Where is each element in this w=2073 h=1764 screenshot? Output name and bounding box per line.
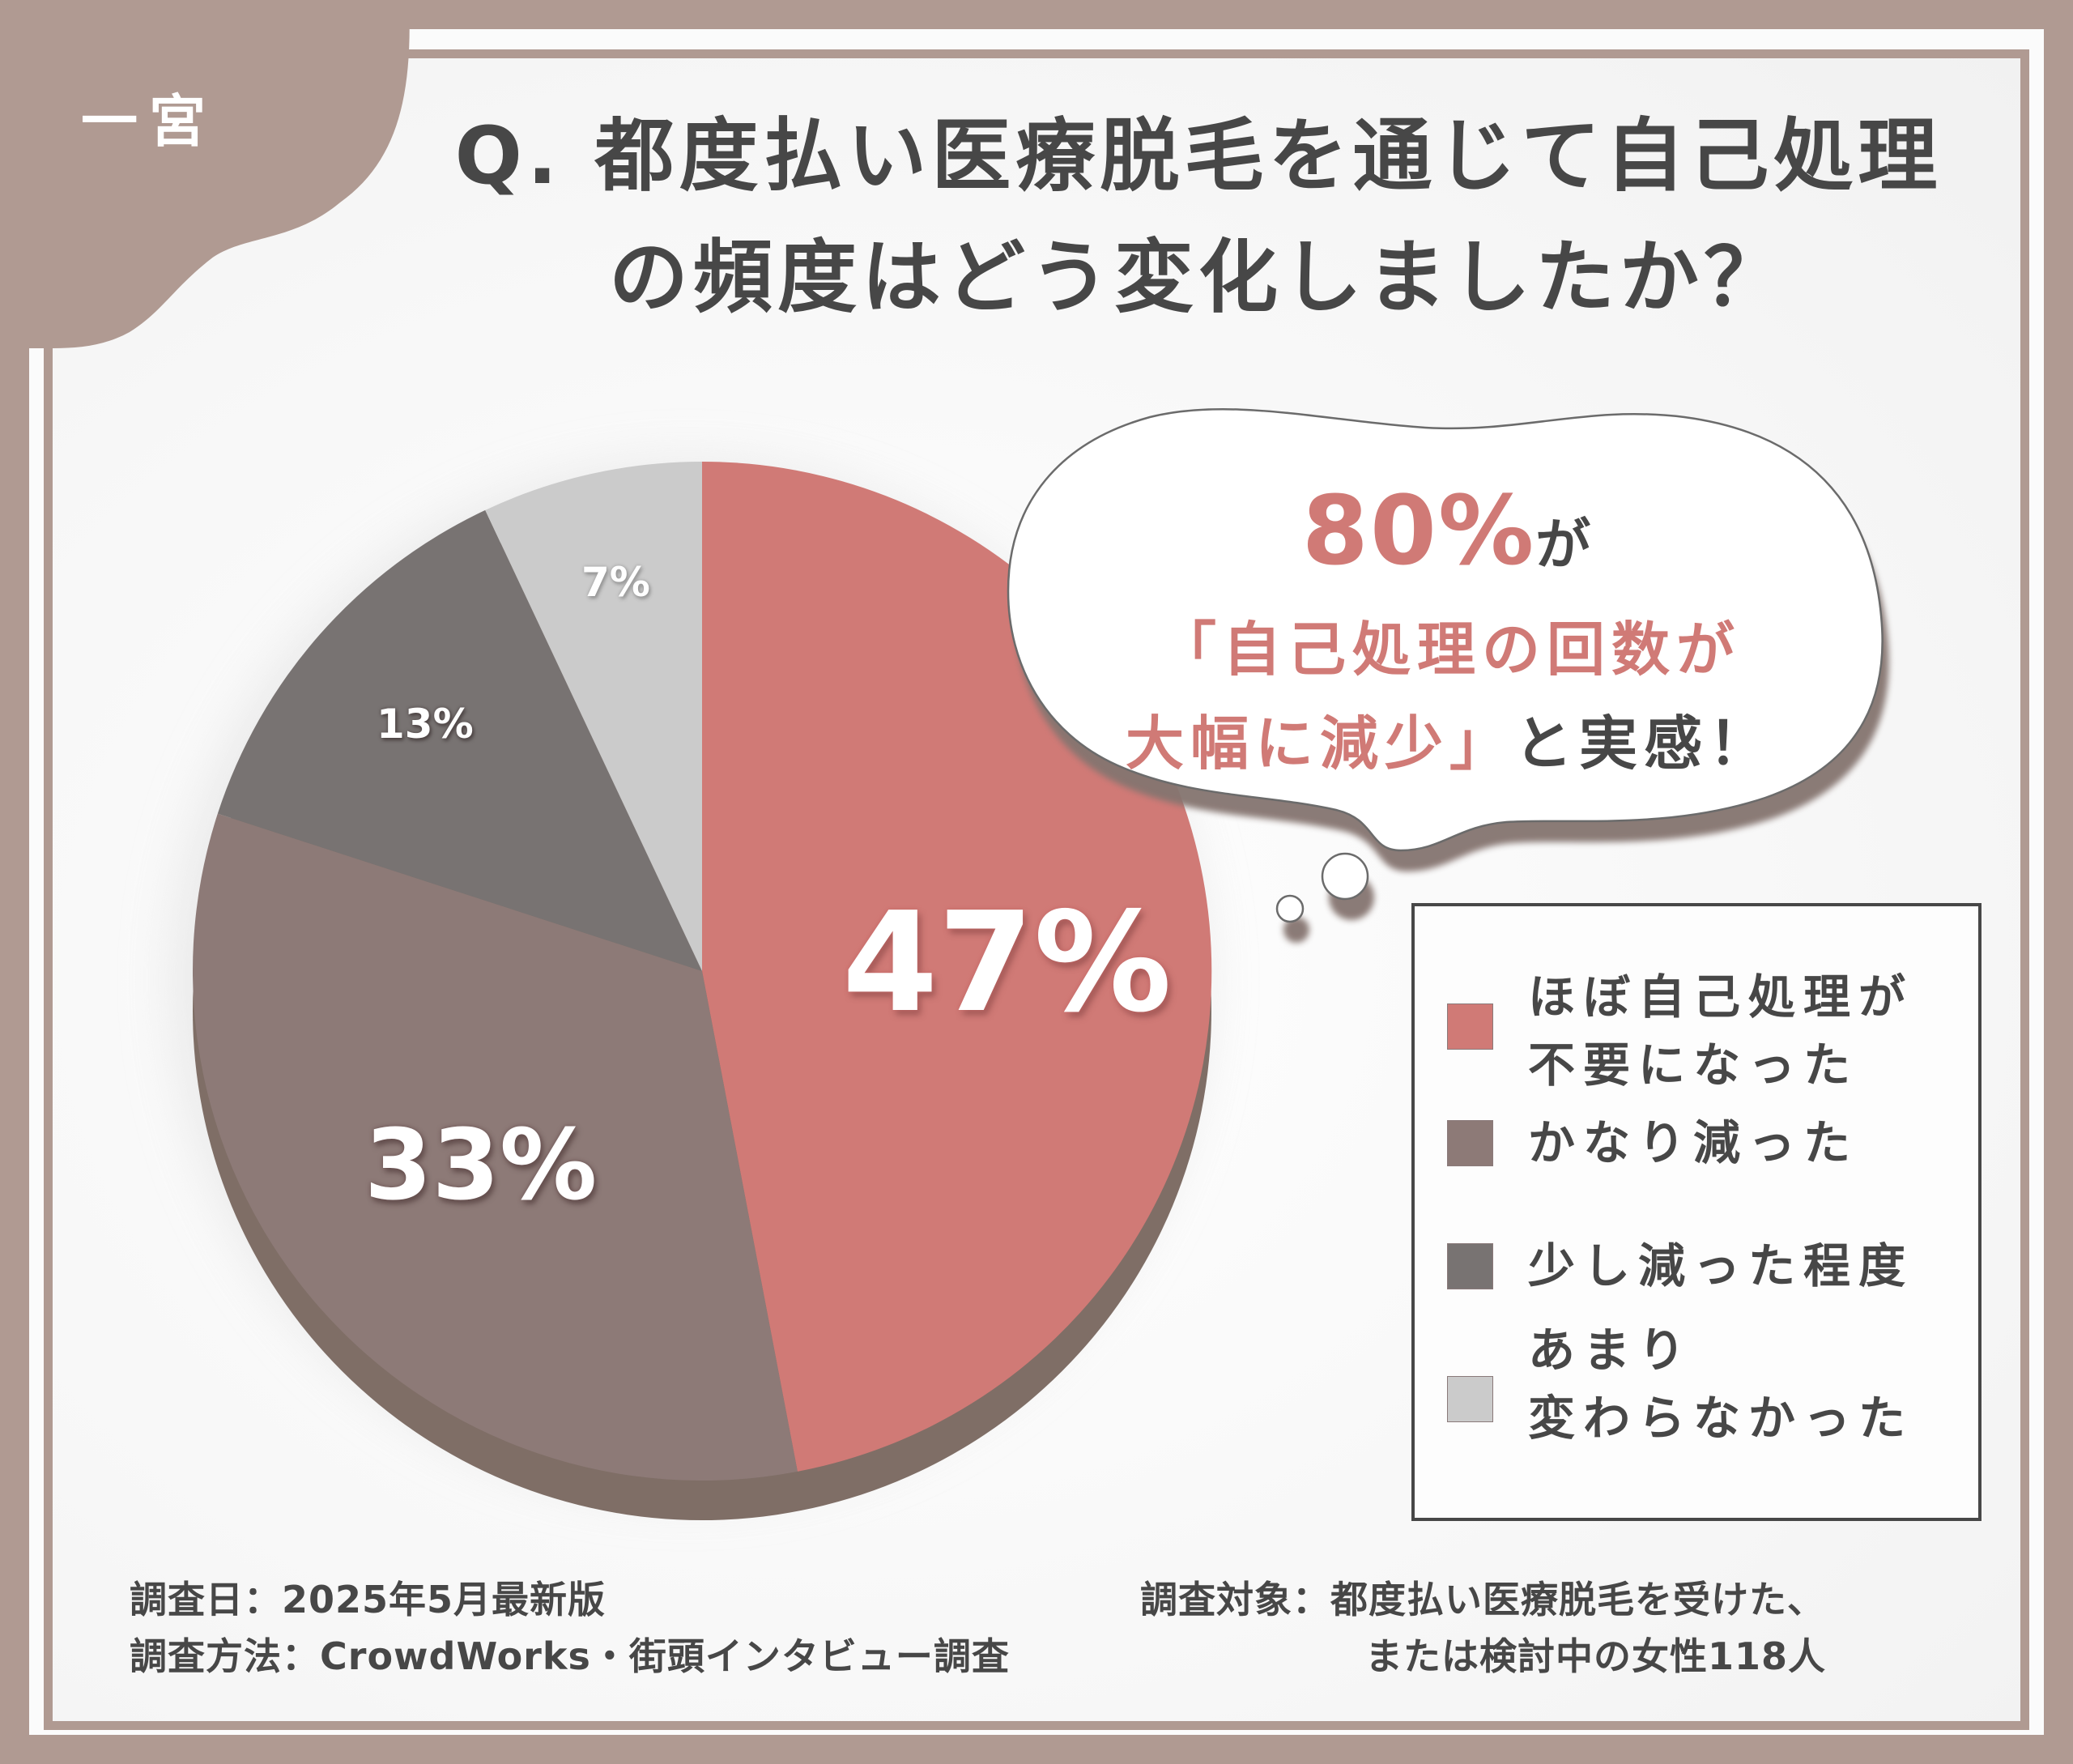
legend-swatch-light-grey <box>1447 1376 1493 1422</box>
legend-label: かなり減った <box>1528 1115 1859 1170</box>
callout-headline-value: 80% <box>1301 475 1536 586</box>
legend-swatch-red <box>1447 1003 1493 1050</box>
bubble-dot-large <box>1321 852 1369 901</box>
slice-label-7: 7% <box>581 559 650 606</box>
inner-frame <box>44 49 2029 1730</box>
bubble-body <box>1007 408 1884 852</box>
slice-greatly-reduced[interactable] <box>192 813 798 1481</box>
survey-date: 調査日：2025年5月最新版 <box>130 1578 607 1621</box>
legend-swatch-mauve <box>1447 1120 1493 1166</box>
slice-slightly-reduced[interactable] <box>217 509 702 971</box>
survey-target-line-1: 調査対象：都度払い医療脱毛を受けた、 <box>1140 1578 1825 1621</box>
slice-label-33: 33% <box>364 1110 598 1222</box>
chart-legend: ほぼ自己処理が 不要になった かなり減った 少し減った程度 あまり 変わらなかっ… <box>1411 903 1981 1521</box>
callout-headline-suffix: が <box>1535 513 1598 577</box>
legend-label: 少し減った程度 <box>1528 1238 1914 1293</box>
legend-label: ほぼ自己処理が 不要になった <box>1528 969 1914 1093</box>
survey-info-left: 調査日：2025年5月最新版 調査方法：CrowdWorks・街頭インタビュー調… <box>130 1571 1010 1685</box>
legend-label: あまり 変わらなかった <box>1528 1323 1914 1446</box>
callout-line-3-highlight: 大幅に減少」 <box>1125 709 1514 778</box>
survey-info-right: 調査対象：都度払い医療脱毛を受けた、 または検討中の女性118人 <box>1140 1571 1826 1685</box>
survey-target-line-2: または検討中の女性118人 <box>1365 1634 1827 1678</box>
brand-label: 一宮 <box>81 88 217 155</box>
slice-label-13: 13% <box>377 701 474 748</box>
callout-line-2: 「自己処理の回数が <box>1157 616 1741 684</box>
page-title: Q. 都度払い医療脱毛を通じて自己処理 の頻度はどう変化しましたか？ <box>356 96 2041 339</box>
callout-text: 80%が 「自己処理の回数が 大幅に減少」と実感！ <box>1020 478 1879 790</box>
legend-swatch-dark-grey <box>1447 1243 1493 1289</box>
callout-line-3-rest: と実感！ <box>1514 709 1774 778</box>
title-line-2: の頻度はどう変化しましたか？ <box>608 232 1788 324</box>
title-line-1: Q. 都度払い医療脱毛を通じて自己処理 <box>454 110 1943 202</box>
bubble-dot-small <box>1275 894 1305 923</box>
survey-method: 調査方法：CrowdWorks・街頭インタビュー調査 <box>130 1634 1010 1678</box>
slice-label-47: 47% <box>842 883 1172 1043</box>
slice-unchanged[interactable] <box>485 462 702 971</box>
